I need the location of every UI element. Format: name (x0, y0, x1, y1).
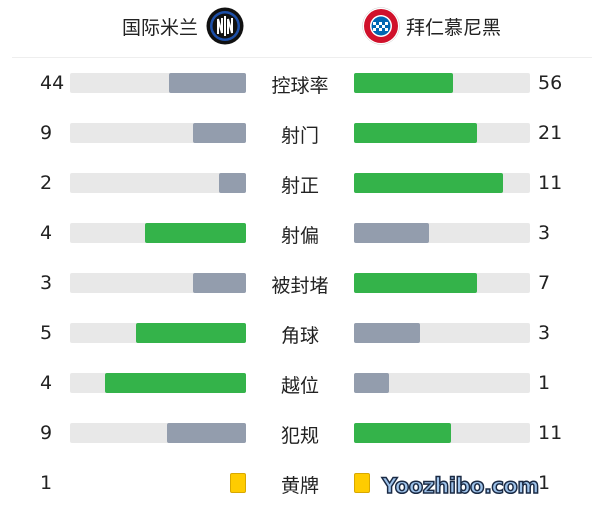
home-value: 2 (40, 172, 53, 194)
away-bar-fill (354, 223, 430, 243)
home-value: 4 (40, 222, 53, 244)
home-bar-fill (218, 173, 246, 193)
home-team: 国际米兰 (122, 7, 244, 45)
away-bar-fill (354, 323, 420, 343)
stat-label: 犯规 (280, 425, 319, 447)
yellow-card-icon (354, 473, 370, 493)
stat-label: 被封堵 (271, 275, 329, 297)
home-team-name: 国际米兰 (122, 16, 199, 39)
home-value: 4 (40, 372, 53, 394)
stat-row: 2 射正 11 (0, 168, 600, 198)
watermark: Yoozhibo.com (381, 473, 540, 499)
home-value: 9 (40, 122, 53, 144)
away-bar-fill (354, 73, 453, 93)
away-value: 11 (538, 422, 563, 444)
inter-milan-crest-icon (206, 7, 244, 45)
stat-row: 5 角球 3 (0, 318, 600, 348)
home-value: 44 (40, 72, 65, 94)
away-value: 1 (538, 472, 551, 494)
away-team: 拜仁慕尼黑 (362, 7, 502, 45)
away-bar-fill (354, 423, 451, 443)
home-bar (70, 423, 246, 443)
away-value: 3 (538, 222, 551, 244)
stat-label: 射正 (280, 175, 319, 197)
match-header: 国际米兰 拜仁慕尼黑 (0, 0, 600, 58)
away-bar (354, 323, 530, 343)
stat-label: 射偏 (280, 225, 319, 247)
stat-row: 9 射门 21 (0, 118, 600, 148)
stat-label: 控球率 (271, 75, 329, 97)
stat-row: 9 犯规 11 (0, 418, 600, 448)
away-bar (354, 223, 530, 243)
home-bar (70, 123, 246, 143)
stat-label: 黄牌 (280, 475, 319, 497)
home-bar-fill (193, 273, 246, 293)
away-bar-fill (354, 373, 390, 393)
away-value: 7 (538, 272, 551, 294)
stat-row: 4 越位 1 (0, 368, 600, 398)
stat-row: 44 控球率 56 (0, 68, 600, 98)
away-value: 56 (538, 72, 563, 94)
home-value: 3 (40, 272, 53, 294)
home-value: 9 (40, 422, 53, 444)
away-bar (354, 173, 530, 193)
away-bar (354, 73, 530, 93)
home-value: 5 (40, 322, 53, 344)
home-bar (70, 223, 246, 243)
stat-label: 越位 (280, 375, 319, 397)
away-team-name: 拜仁慕尼黑 (406, 16, 502, 39)
away-bar-fill (354, 173, 503, 193)
home-bar-fill (168, 73, 246, 93)
stat-row: 3 被封堵 7 (0, 268, 600, 298)
stat-label: 角球 (280, 325, 319, 347)
away-bar (354, 373, 530, 393)
away-value: 1 (538, 372, 551, 394)
yellow-card-icon (230, 473, 246, 493)
away-bar (354, 123, 530, 143)
away-bar-fill (354, 273, 478, 293)
home-bar (70, 273, 246, 293)
away-bar (354, 423, 530, 443)
home-bar-fill (136, 323, 246, 343)
home-bar (70, 73, 246, 93)
home-bar-fill (193, 123, 246, 143)
away-value: 21 (538, 122, 563, 144)
home-bar-fill (166, 423, 246, 443)
stat-row-yellow-cards: 1 黄牌 1 (0, 468, 600, 498)
bayern-munich-crest-icon (362, 7, 400, 45)
header-divider (12, 57, 592, 58)
home-bar (70, 323, 246, 343)
home-bar (70, 373, 246, 393)
home-value: 1 (40, 472, 53, 494)
home-bar (70, 173, 246, 193)
away-bar (354, 273, 530, 293)
away-value: 3 (538, 322, 551, 344)
away-value: 11 (538, 172, 563, 194)
home-bar-fill (145, 223, 246, 243)
home-bar-fill (105, 373, 246, 393)
stat-row: 4 射偏 3 (0, 218, 600, 248)
stat-label: 射门 (280, 125, 319, 147)
away-bar-fill (354, 123, 478, 143)
